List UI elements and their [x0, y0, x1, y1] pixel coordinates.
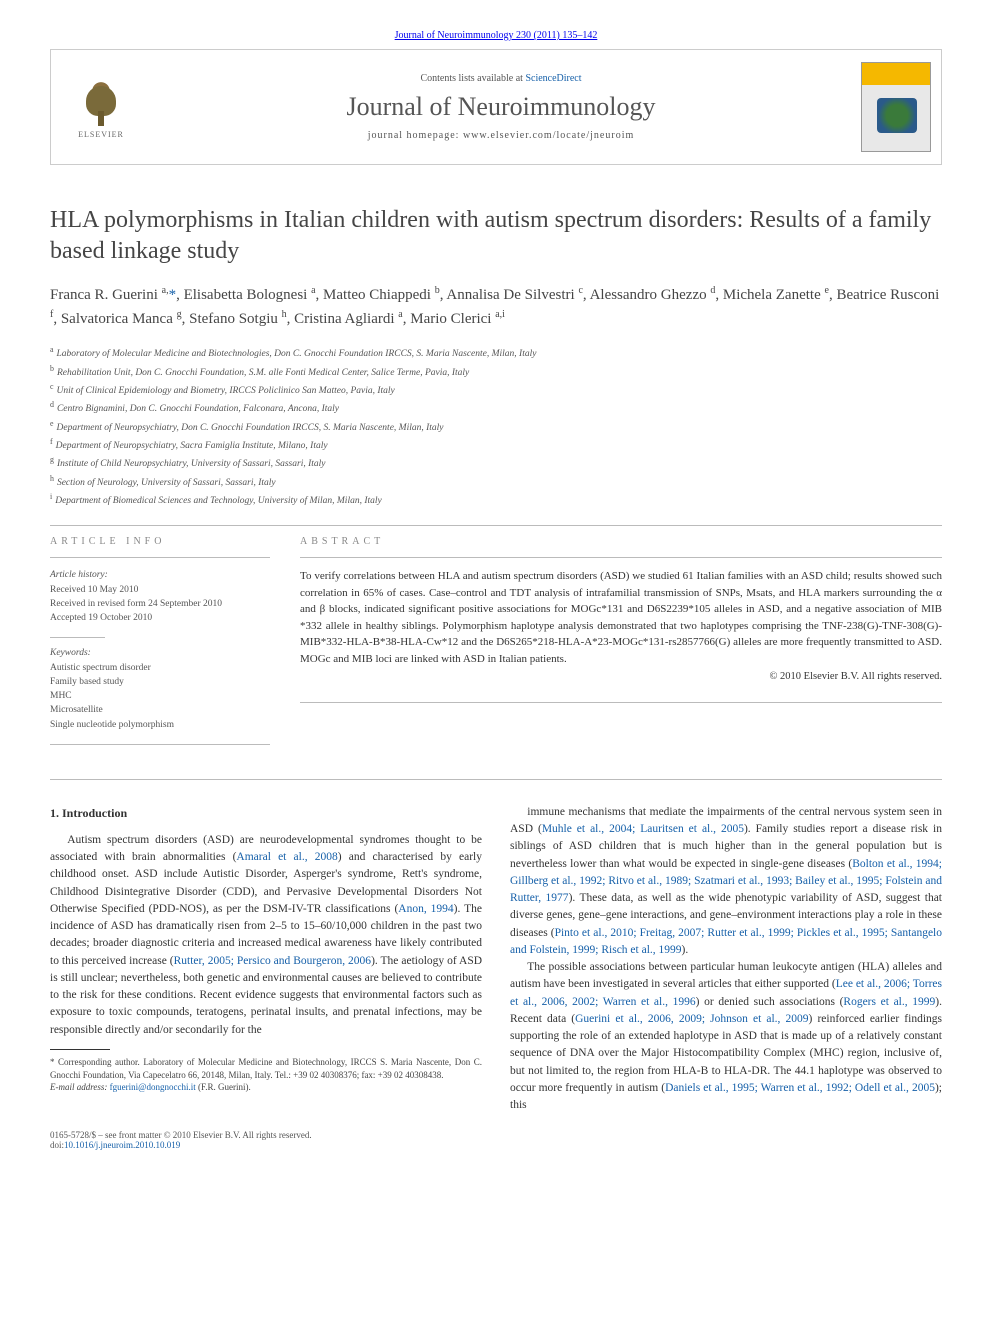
homepage-url: www.elsevier.com/locate/jneuroim — [463, 130, 634, 141]
abstract-copyright: © 2010 Elsevier B.V. All rights reserved… — [300, 671, 942, 682]
abstract-text: To verify correlations between HLA and a… — [300, 568, 942, 667]
divider — [50, 557, 270, 558]
keywords-label: Keywords: — [50, 646, 270, 660]
history-label: Article history: — [50, 568, 270, 582]
abstract-label: ABSTRACT — [300, 536, 942, 547]
homepage-prefix: journal homepage: — [368, 130, 463, 141]
email-name: (F.R. Guerini). — [198, 1082, 251, 1092]
email-label: E-mail address: — [50, 1082, 107, 1092]
affiliation: iDepartment of Biomedical Sciences and T… — [50, 491, 942, 509]
page-footer: 0165-5728/$ – see front matter © 2010 El… — [50, 1130, 942, 1150]
affiliation: gInstitute of Child Neuropsychiatry, Uni… — [50, 454, 942, 472]
keywords-block: Keywords: Autistic spectrum disorderFami… — [50, 646, 270, 732]
divider — [50, 744, 270, 745]
body-p3: The possible associations between partic… — [510, 959, 942, 1114]
top-citation-link[interactable]: Journal of Neuroimmunology 230 (2011) 13… — [50, 30, 942, 41]
corresponding-author-footnote: * Corresponding author. Laboratory of Mo… — [50, 1056, 482, 1094]
accepted-date: Accepted 19 October 2010 — [50, 611, 270, 625]
intro-heading: 1. Introduction — [50, 804, 482, 822]
keyword: Family based study — [50, 675, 270, 689]
corr-text: * Corresponding author. Laboratory of Mo… — [50, 1056, 482, 1081]
body-p2: immune mechanisms that mediate the impai… — [510, 804, 942, 959]
affiliation: hSection of Neurology, University of Sas… — [50, 473, 942, 491]
article-info-label: ARTICLE INFO — [50, 536, 270, 547]
revised-date: Received in revised form 24 September 20… — [50, 597, 270, 611]
article-title: HLA polymorphisms in Italian children wi… — [50, 205, 942, 267]
body-text: 1. Introduction Autism spectrum disorder… — [50, 804, 942, 1115]
journal-header: ELSEVIER Contents lists available at Sci… — [50, 49, 942, 165]
divider-short — [50, 637, 105, 638]
divider — [50, 525, 942, 526]
affiliations-list: aLaboratory of Molecular Medicine and Bi… — [50, 344, 942, 509]
footnote-separator — [50, 1049, 110, 1050]
email-link[interactable]: fguerini@dongnocchi.it — [110, 1082, 196, 1092]
doi-link[interactable]: 10.1016/j.jneuroim.2010.10.019 — [64, 1140, 180, 1150]
elsevier-logo: ELSEVIER — [61, 67, 141, 147]
doi-prefix: doi: — [50, 1140, 64, 1150]
keywords-list: Autistic spectrum disorderFamily based s… — [50, 661, 270, 732]
keyword: Single nucleotide polymorphism — [50, 718, 270, 732]
keyword: Autistic spectrum disorder — [50, 661, 270, 675]
elsevier-tree-icon — [76, 76, 126, 126]
sciencedirect-link[interactable]: ScienceDirect — [525, 73, 581, 84]
doi-line: doi:10.1016/j.jneuroim.2010.10.019 — [50, 1140, 942, 1150]
publisher-label: ELSEVIER — [78, 130, 124, 139]
affiliation: cUnit of Clinical Epidemiology and Biome… — [50, 381, 942, 399]
article-history: Article history: Received 10 May 2010 Re… — [50, 568, 270, 625]
contents-line: Contents lists available at ScienceDirec… — [141, 73, 861, 84]
body-p1: Autism spectrum disorders (ASD) are neur… — [50, 832, 482, 1039]
divider — [300, 702, 942, 703]
affiliation: eDepartment of Neuropsychiatry, Don C. G… — [50, 418, 942, 436]
divider — [50, 779, 942, 780]
article-info-column: ARTICLE INFO Article history: Received 1… — [50, 536, 270, 755]
homepage-line: journal homepage: www.elsevier.com/locat… — [141, 130, 861, 141]
journal-name: Journal of Neuroimmunology — [141, 92, 861, 122]
divider — [300, 557, 942, 558]
author-list: Franca R. Guerini a,*, Elisabetta Bologn… — [50, 283, 942, 330]
keyword: MHC — [50, 689, 270, 703]
issn-line: 0165-5728/$ – see front matter © 2010 El… — [50, 1130, 942, 1140]
keyword: Microsatellite — [50, 703, 270, 717]
affiliation: dCentro Bignamini, Don C. Gnocchi Founda… — [50, 399, 942, 417]
info-abstract-row: ARTICLE INFO Article history: Received 1… — [50, 536, 942, 755]
received-date: Received 10 May 2010 — [50, 583, 270, 597]
affiliation: bRehabilitation Unit, Don C. Gnocchi Fou… — [50, 363, 942, 381]
affiliation: fDepartment of Neuropsychiatry, Sacra Fa… — [50, 436, 942, 454]
header-center: Contents lists available at ScienceDirec… — [141, 73, 861, 141]
email-line: E-mail address: fguerini@dongnocchi.it (… — [50, 1081, 482, 1094]
journal-cover-thumbnail — [861, 62, 931, 152]
abstract-column: ABSTRACT To verify correlations between … — [300, 536, 942, 755]
contents-prefix: Contents lists available at — [420, 73, 525, 84]
affiliation: aLaboratory of Molecular Medicine and Bi… — [50, 344, 942, 362]
